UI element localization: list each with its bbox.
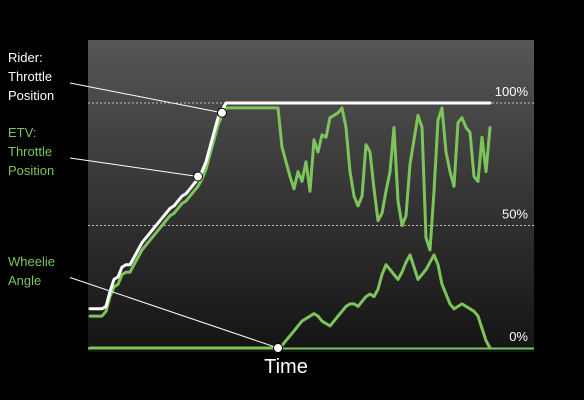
series-lines [88,101,492,350]
callout-label-line: Throttle [8,144,52,159]
callout-marker [273,343,283,353]
callout-label-line: Wheelie [8,254,55,269]
series-line-wheelie-angle [88,253,492,350]
y-tick-label: 50% [502,207,528,222]
callout-0: Rider: Throttle Position [8,50,227,118]
callout-marker [217,107,227,118]
callout-leader-line [69,82,223,114]
plot-area [88,40,534,352]
y-tick-label: 0% [509,329,528,344]
callout-leader-line [69,277,279,349]
callout-label-line: Throttle [8,69,52,84]
callout-leader-line [69,157,199,177]
x-axis-label: Time [264,356,308,378]
series-line-etv-throttle-position [88,106,492,318]
y-tick-labels: 100% 50% 0% [495,84,529,344]
callout-2: Wheelie Angle [8,254,283,353]
callout-label-line: Position [8,88,54,103]
callout-marker [193,171,203,182]
series-line-rider-throttle-position [88,101,492,311]
callout-label-line: Position [8,163,54,178]
y-tick-label: 100% [495,84,529,99]
callout-annotations: Rider: Throttle Position ETV: Throttle Positi… [8,50,283,353]
callout-label-line: Rider: [8,50,43,65]
callout-label-line: Angle [8,273,41,288]
callout-1: ETV: Throttle Position [8,125,203,182]
callout-label-line: ETV: [8,125,36,140]
